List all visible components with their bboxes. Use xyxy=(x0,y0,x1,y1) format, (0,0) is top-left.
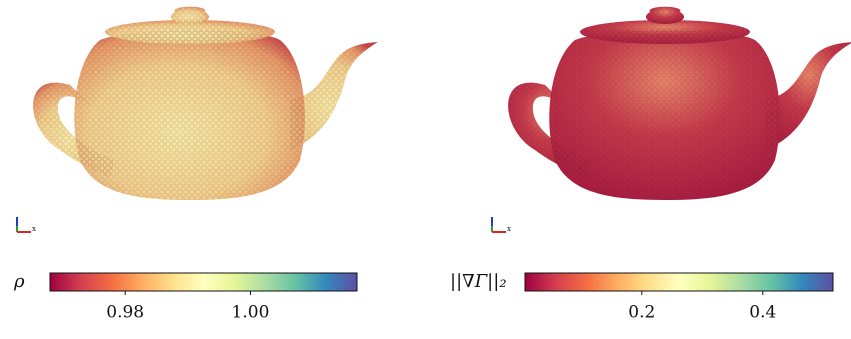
tick-label: 1.00 xyxy=(232,303,270,323)
colorbar-label: ρ xyxy=(13,271,25,292)
triad-label: x xyxy=(507,225,511,233)
tick-label: 0.4 xyxy=(749,303,776,323)
colorbar xyxy=(524,272,834,292)
colorbar xyxy=(49,272,358,292)
tick-label: 0.98 xyxy=(106,303,144,323)
teapot-rho xyxy=(33,6,378,200)
teapot-grad xyxy=(508,6,851,200)
triad-label: x xyxy=(32,225,36,233)
tick-label: 0.2 xyxy=(628,303,655,323)
colorbar-label: ||∇Γ||₂ xyxy=(450,271,507,292)
